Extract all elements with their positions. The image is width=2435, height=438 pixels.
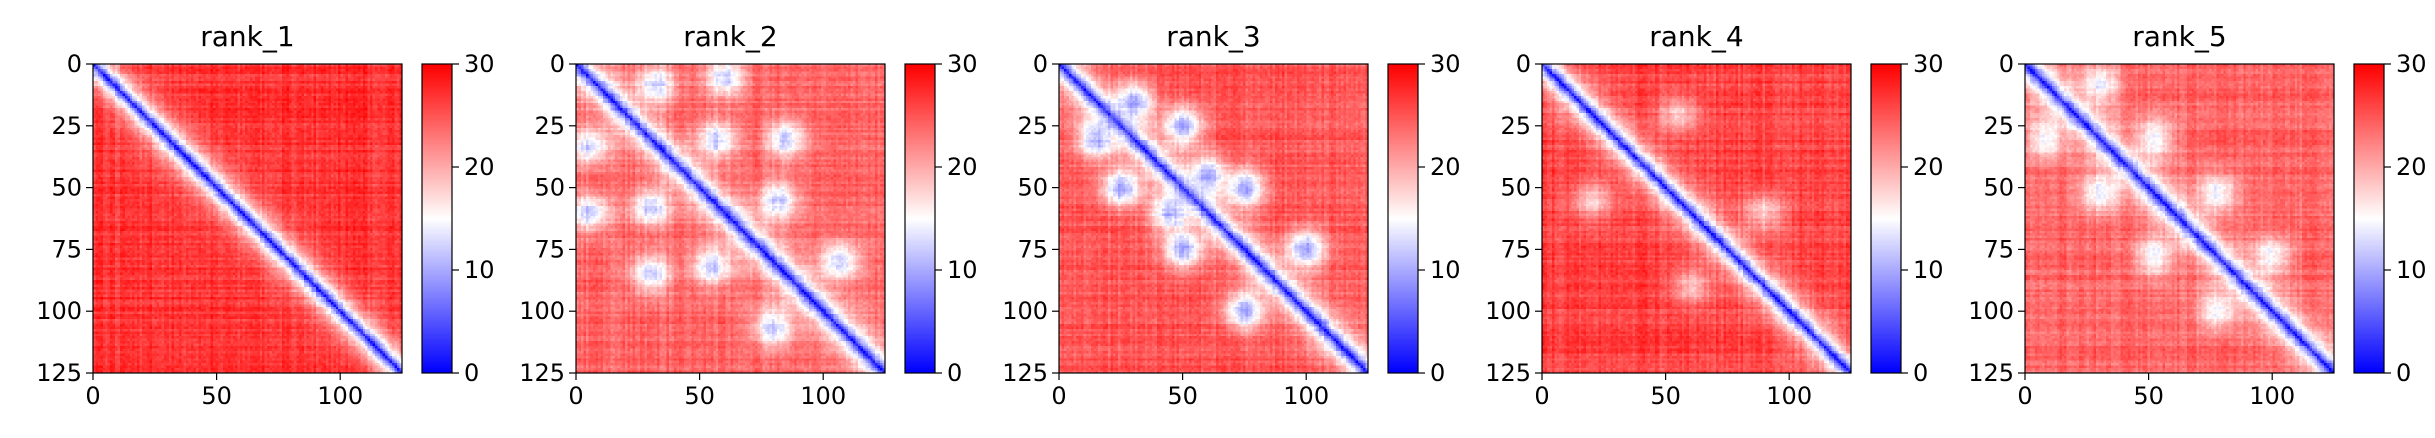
colorbar-tick-label: 10 — [1913, 256, 1944, 284]
y-tick-label: 50 — [1500, 174, 1531, 202]
colorbar-tick-label: 30 — [1430, 50, 1461, 78]
plot-frame — [2024, 63, 2335, 374]
heatmap-matrix — [1542, 64, 1851, 373]
x-tick-label: 0 — [1534, 382, 1549, 410]
x-tick-label: 100 — [1766, 382, 1812, 410]
colorbar-tick-label: 30 — [947, 50, 978, 78]
x-tick-label: 0 — [1051, 382, 1066, 410]
y-tick-label: 100 — [1485, 297, 1531, 325]
x-tick-label: 50 — [684, 382, 715, 410]
panel-title: rank_4 — [1649, 20, 1743, 53]
colorbar — [422, 64, 452, 373]
plot-frame — [1541, 63, 1852, 374]
heatmap-matrix — [576, 64, 885, 373]
x-tick-label: 0 — [568, 382, 583, 410]
y-tick-label: 25 — [1017, 112, 1048, 140]
colorbar — [1388, 64, 1418, 373]
colorbar-tick-label: 0 — [1430, 359, 1445, 387]
colorbar-frame — [2353, 63, 2385, 374]
y-tick-label: 75 — [1500, 235, 1531, 263]
colorbar-tick-label: 30 — [1913, 50, 1944, 78]
y-tick-label: 50 — [51, 174, 82, 202]
y-tick-label: 0 — [1033, 50, 1048, 78]
y-tick-label: 25 — [534, 112, 565, 140]
y-tick-label: 125 — [36, 359, 82, 387]
x-tick-label: 100 — [800, 382, 846, 410]
colorbar-tick-label: 20 — [1430, 153, 1461, 181]
y-tick-label: 75 — [534, 235, 565, 263]
y-tick-label: 25 — [51, 112, 82, 140]
plot-frame — [92, 63, 403, 374]
y-tick-label: 125 — [519, 359, 565, 387]
y-tick-label: 0 — [1516, 50, 1531, 78]
y-tick-label: 50 — [534, 174, 565, 202]
x-tick-label: 0 — [2017, 382, 2032, 410]
y-tick-label: 75 — [51, 235, 82, 263]
x-tick-label: 50 — [201, 382, 232, 410]
y-tick-label: 0 — [550, 50, 565, 78]
colorbar — [2354, 64, 2384, 373]
heatmap-matrix — [93, 64, 402, 373]
colorbar-tick-label: 30 — [2396, 50, 2427, 78]
y-tick-label: 25 — [1983, 112, 2014, 140]
colorbar-tick-label: 0 — [2396, 359, 2411, 387]
colorbar-tick-label: 10 — [464, 256, 495, 284]
colorbar-tick-label: 10 — [2396, 256, 2427, 284]
plot-frame — [1058, 63, 1369, 374]
y-tick-label: 0 — [67, 50, 82, 78]
colorbar — [905, 64, 935, 373]
y-tick-label: 75 — [1017, 235, 1048, 263]
colorbar-tick-label: 20 — [2396, 153, 2427, 181]
colorbar-tick-label: 0 — [464, 359, 479, 387]
y-tick-label: 50 — [1017, 174, 1048, 202]
colorbar-tick-label: 0 — [947, 359, 962, 387]
colorbar-tick-label: 20 — [947, 153, 978, 181]
x-tick-label: 100 — [317, 382, 363, 410]
heatmap-matrix — [2025, 64, 2334, 373]
y-tick-label: 100 — [36, 297, 82, 325]
panel-title: rank_2 — [683, 20, 777, 53]
y-tick-label: 50 — [1983, 174, 2014, 202]
colorbar-tick-label: 10 — [1430, 256, 1461, 284]
colorbar-tick-label: 20 — [1913, 153, 1944, 181]
x-tick-label: 50 — [1650, 382, 1681, 410]
colorbar-frame — [1870, 63, 1902, 374]
y-tick-label: 125 — [1002, 359, 1048, 387]
y-tick-label: 125 — [1485, 359, 1531, 387]
y-tick-label: 125 — [1968, 359, 2014, 387]
x-tick-label: 100 — [2249, 382, 2295, 410]
colorbar-frame — [1387, 63, 1419, 374]
y-tick-label: 0 — [1999, 50, 2014, 78]
panel-title: rank_3 — [1166, 20, 1260, 53]
plot-frame — [575, 63, 886, 374]
colorbar-tick-label: 10 — [947, 256, 978, 284]
y-tick-label: 100 — [1002, 297, 1048, 325]
x-tick-label: 0 — [85, 382, 100, 410]
panel-title: rank_5 — [2132, 20, 2226, 53]
y-tick-label: 75 — [1983, 235, 2014, 263]
y-tick-label: 100 — [519, 297, 565, 325]
heatmap-matrix — [1059, 64, 1368, 373]
colorbar-frame — [904, 63, 936, 374]
colorbar-frame — [421, 63, 453, 374]
colorbar — [1871, 64, 1901, 373]
x-tick-label: 50 — [1167, 382, 1198, 410]
colorbar-tick-label: 20 — [464, 153, 495, 181]
x-tick-label: 50 — [2133, 382, 2164, 410]
y-tick-label: 25 — [1500, 112, 1531, 140]
x-tick-label: 100 — [1283, 382, 1329, 410]
y-tick-label: 100 — [1968, 297, 2014, 325]
colorbar-tick-label: 0 — [1913, 359, 1928, 387]
colorbar-tick-label: 30 — [464, 50, 495, 78]
panel-title: rank_1 — [200, 20, 294, 53]
